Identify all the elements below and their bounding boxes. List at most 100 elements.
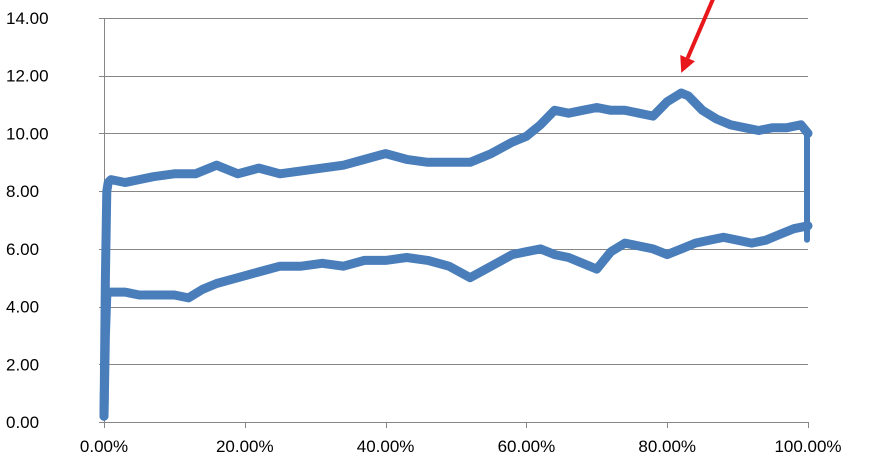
- data-point: [299, 169, 303, 173]
- annotation-group: [680, 0, 715, 73]
- data-point: [729, 123, 733, 127]
- data-point: [722, 235, 725, 239]
- data-point: [363, 157, 366, 161]
- data-point: [743, 126, 747, 130]
- data-point: [524, 134, 528, 138]
- data-point: [623, 108, 627, 112]
- data-point: [510, 140, 514, 144]
- data-point: [665, 100, 669, 104]
- data-point: [539, 123, 542, 127]
- data-point: [764, 238, 768, 242]
- data-point: [299, 264, 303, 268]
- y-tick-label: 10.00: [6, 124, 49, 143]
- data-point: [187, 296, 190, 300]
- x-tick-label: 60.00%: [498, 437, 556, 456]
- data-point: [172, 172, 176, 176]
- data-point: [341, 264, 345, 268]
- y-tick-label: 4.00: [6, 298, 39, 317]
- data-point: [651, 247, 655, 251]
- x-tick-labels: 0.00% 20.00% 40.00% 60.00% 80.00% 100.00%: [80, 437, 842, 456]
- data-point: [736, 238, 740, 242]
- data-point: [447, 160, 451, 164]
- data-point: [151, 293, 155, 297]
- data-point: [201, 287, 205, 291]
- y-tick-label: 8.00: [6, 182, 39, 201]
- data-point: [426, 258, 430, 262]
- data-point: [679, 247, 683, 251]
- y-tick-label: 6.00: [6, 240, 39, 259]
- data-point: [123, 290, 127, 294]
- data-point: [609, 108, 613, 112]
- data-point: [106, 290, 110, 294]
- data-point: [194, 172, 197, 176]
- data-point: [489, 152, 493, 156]
- data-point: [771, 126, 775, 130]
- x-tick-marks: [104, 422, 809, 428]
- data-point: [363, 258, 366, 262]
- data-point: [468, 160, 472, 164]
- x-tick-label: 100.00%: [774, 437, 841, 456]
- data-point: [715, 117, 718, 121]
- data-point: [581, 108, 585, 112]
- data-point: [405, 256, 409, 259]
- data-point: [105, 293, 109, 297]
- data-point: [609, 250, 613, 254]
- data-point: [595, 106, 599, 109]
- data-point: [215, 282, 219, 285]
- data-point: [236, 172, 240, 176]
- y-tick-label: 0.00: [6, 413, 39, 432]
- data-point: [103, 276, 107, 280]
- data-point: [384, 152, 388, 156]
- data-point: [151, 175, 155, 179]
- data-point: [595, 267, 599, 271]
- x-tick-label: 0.00%: [80, 437, 128, 456]
- data-point: [103, 333, 107, 337]
- axes: [99, 18, 808, 423]
- data-point: [679, 91, 683, 95]
- data-point: [539, 247, 542, 251]
- data-point: [341, 163, 345, 167]
- data-point: [123, 181, 127, 184]
- data-point: [567, 111, 571, 115]
- data-point: [757, 129, 761, 132]
- data-point: [700, 108, 704, 112]
- data-point: [686, 94, 690, 98]
- data-point: [567, 256, 571, 259]
- data-point: [236, 276, 240, 280]
- data-point: [637, 244, 641, 248]
- data-point: [278, 264, 282, 268]
- data-point: [707, 238, 711, 242]
- data-point: [106, 181, 110, 184]
- data-point: [426, 160, 430, 164]
- data-point: [693, 241, 697, 245]
- x-tick-label: 40.00%: [357, 437, 415, 456]
- data-point: [778, 232, 782, 236]
- y-tick-label: 2.00: [6, 355, 39, 374]
- data-point: [651, 114, 655, 118]
- data-point: [665, 253, 669, 257]
- data-point: [102, 414, 106, 418]
- data-point: [137, 293, 141, 297]
- y-tick-labels: 0.00 2.00 4.00 6.00 8.00 10.00 12.00 14.00: [6, 9, 49, 432]
- data-point: [137, 178, 141, 182]
- data-point: [468, 276, 472, 280]
- x-tick-label: 20.00%: [216, 437, 274, 456]
- annotation-arrow-shaft: [685, 0, 715, 59]
- series-1-line: [99, 88, 813, 421]
- data-point: [257, 270, 261, 274]
- data-point: [447, 264, 451, 268]
- data-point: [405, 157, 409, 161]
- data-point: [257, 166, 261, 170]
- data-point: [524, 250, 528, 254]
- data-point: [785, 126, 789, 130]
- data-point: [384, 258, 388, 262]
- data-point: [105, 189, 109, 193]
- data-point: [750, 241, 754, 245]
- data-point: [172, 293, 176, 297]
- gridlines: [104, 18, 808, 365]
- series-2-line: [99, 221, 813, 421]
- data-point: [799, 123, 803, 127]
- data-point: [109, 178, 113, 182]
- data-point: [623, 241, 627, 245]
